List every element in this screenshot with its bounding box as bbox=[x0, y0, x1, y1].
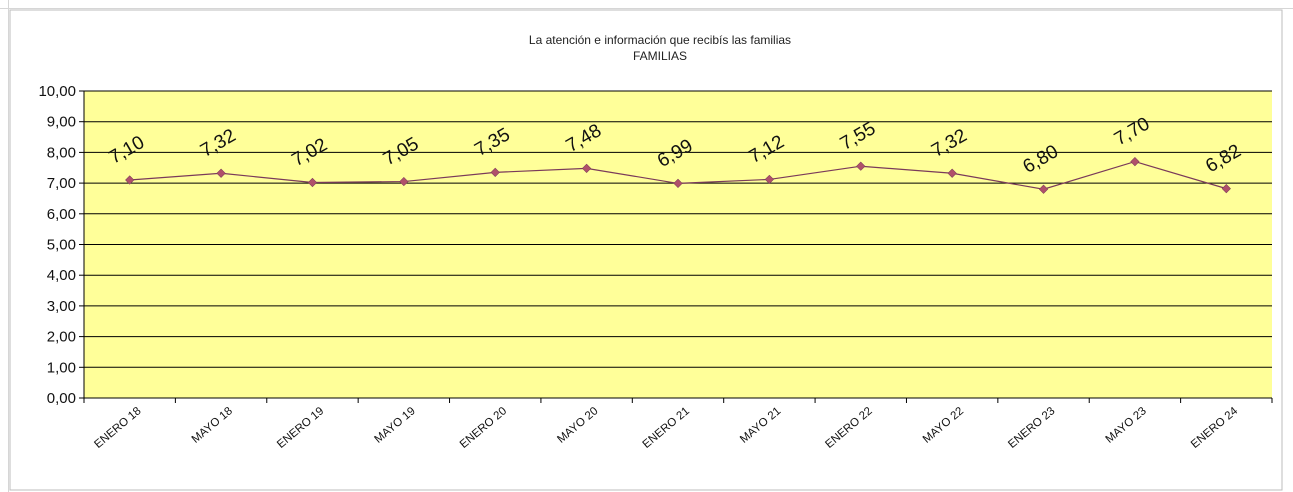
data-point bbox=[125, 175, 135, 185]
data-point bbox=[582, 163, 592, 173]
chart-subtitle: FAMILIAS bbox=[633, 49, 687, 63]
data-point bbox=[1130, 157, 1140, 167]
data-point bbox=[673, 178, 683, 189]
data-point bbox=[216, 168, 226, 178]
data-point bbox=[399, 176, 409, 187]
data-point bbox=[1221, 184, 1231, 194]
y-tick-label: 4,00 bbox=[47, 267, 76, 284]
y-tick-label: 10,00 bbox=[38, 83, 76, 100]
y-tick-label: 3,00 bbox=[47, 298, 76, 315]
sheet-column-line bbox=[8, 0, 9, 492]
y-tick-label: 9,00 bbox=[47, 114, 76, 131]
data-point bbox=[307, 177, 318, 188]
y-tick-labels: 0,00 1,00 2,00 3,00 4,00 5,00 6,00 7,00 8,00 9,00… bbox=[38, 83, 76, 407]
y-tick-label: 5,00 bbox=[47, 237, 76, 254]
y-tick-label: 6,00 bbox=[47, 206, 76, 223]
y-tick-label: 0,00 bbox=[47, 390, 76, 407]
series-markers bbox=[125, 157, 1231, 194]
data-point bbox=[490, 167, 500, 177]
data-point bbox=[1038, 184, 1049, 194]
axes bbox=[83, 91, 1272, 399]
data-point bbox=[856, 161, 866, 171]
y-tick-label: 7,00 bbox=[47, 175, 76, 192]
y-tick-label: 2,00 bbox=[47, 329, 76, 346]
data-point bbox=[947, 168, 957, 178]
chart-title: La atención e información que recibís la… bbox=[529, 33, 791, 47]
data-point bbox=[764, 174, 774, 185]
sheet-row-line bbox=[0, 8, 1293, 9]
y-tick-label: 8,00 bbox=[47, 144, 76, 161]
y-tick-label: 1,00 bbox=[47, 359, 76, 376]
